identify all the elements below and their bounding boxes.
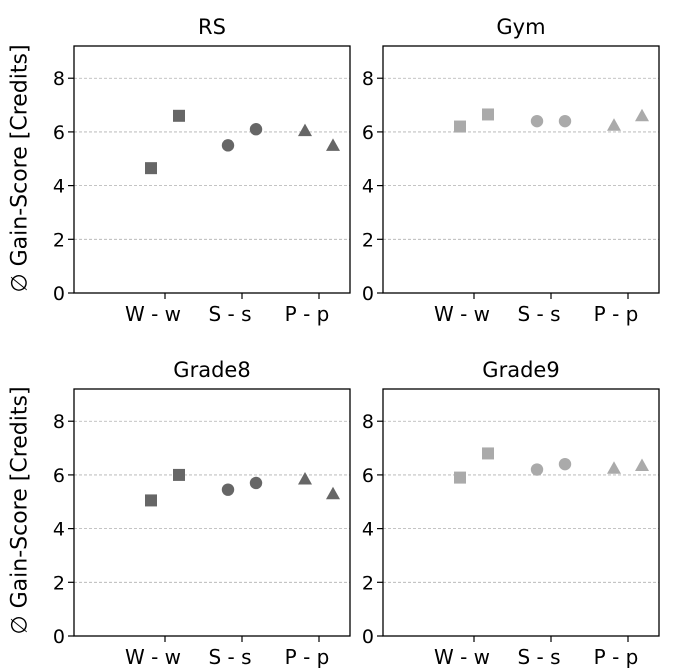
data-point-circle bbox=[221, 483, 235, 496]
y-tick-label: 6 bbox=[362, 465, 374, 487]
data-point-circle bbox=[249, 476, 263, 490]
y-tick-label: 2 bbox=[53, 229, 65, 251]
data-point-square bbox=[454, 471, 466, 484]
data-point-circle bbox=[249, 123, 263, 136]
x-tick-label: W - w bbox=[434, 645, 490, 668]
x-tick-label: W - w bbox=[434, 302, 490, 326]
plot-frame bbox=[73, 45, 351, 294]
x-tick-label: P - p bbox=[594, 645, 639, 668]
y-tick-label: 4 bbox=[362, 519, 374, 541]
data-point-square bbox=[482, 447, 494, 460]
y-tick-label: 0 bbox=[53, 283, 65, 305]
panel-title: Gym bbox=[496, 15, 545, 39]
data-point-square bbox=[145, 494, 157, 507]
panel-title: Grade8 bbox=[173, 358, 250, 382]
y-tick-label: 2 bbox=[53, 572, 65, 594]
data-point-square bbox=[145, 162, 157, 175]
y-tick-label: 6 bbox=[53, 122, 65, 144]
y-tick-label: 0 bbox=[362, 283, 374, 305]
y-tick-label: 8 bbox=[53, 411, 65, 433]
x-tick-label: P - p bbox=[594, 302, 639, 326]
x-tick-label: P - p bbox=[285, 302, 330, 326]
panel-title: RS bbox=[198, 15, 226, 39]
data-point-triangle bbox=[326, 486, 340, 500]
y-tick-label: 6 bbox=[362, 122, 374, 144]
y-tick-label: 4 bbox=[362, 176, 374, 198]
data-point-triangle bbox=[635, 108, 649, 122]
x-tick-label: S - s bbox=[517, 302, 560, 326]
y-tick-label: 0 bbox=[362, 626, 374, 648]
y-tick-label: 2 bbox=[362, 229, 374, 251]
panel-title: Grade9 bbox=[482, 358, 559, 382]
x-tick-label: S - s bbox=[208, 302, 251, 326]
plot-frame bbox=[73, 388, 351, 637]
plot-frame bbox=[382, 45, 660, 294]
data-point-circle bbox=[558, 114, 572, 128]
y-tick-label: 0 bbox=[53, 626, 65, 648]
y-tick-label: 8 bbox=[362, 411, 374, 433]
data-point-triangle bbox=[607, 118, 621, 131]
x-tick-label: P - p bbox=[285, 645, 330, 668]
data-point-circle bbox=[558, 457, 572, 471]
x-tick-label: S - s bbox=[517, 645, 560, 668]
data-point-triangle bbox=[635, 458, 649, 472]
x-tick-label: W - w bbox=[125, 645, 181, 668]
data-point-circle bbox=[530, 114, 544, 128]
data-point-circle bbox=[221, 139, 235, 152]
y-tick-label: 8 bbox=[362, 68, 374, 90]
data-point-triangle bbox=[298, 471, 312, 485]
y-tick-label: 2 bbox=[362, 572, 374, 594]
y-tick-label: 4 bbox=[53, 519, 65, 541]
y-tick-label: 6 bbox=[53, 465, 65, 487]
x-tick-label: W - w bbox=[125, 302, 181, 326]
data-point-circle bbox=[530, 463, 544, 476]
data-point-triangle bbox=[607, 461, 621, 474]
data-point-square bbox=[173, 468, 185, 481]
data-point-triangle bbox=[326, 138, 340, 151]
data-point-square bbox=[454, 120, 466, 133]
data-point-square bbox=[173, 109, 185, 122]
data-point-triangle bbox=[298, 123, 312, 137]
plot-frame bbox=[382, 388, 660, 637]
y-tick-label: 8 bbox=[53, 68, 65, 90]
x-tick-label: S - s bbox=[208, 645, 251, 668]
data-point-square bbox=[482, 108, 494, 121]
y-tick-label: 4 bbox=[53, 176, 65, 198]
